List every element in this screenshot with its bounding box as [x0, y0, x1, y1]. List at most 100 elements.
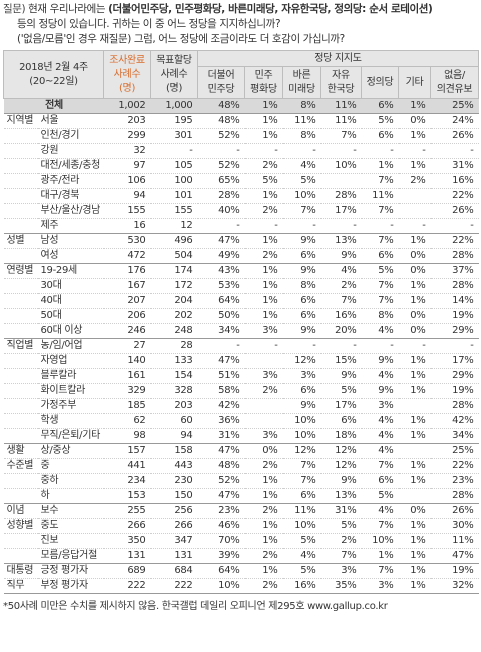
- support-value: 2%: [320, 278, 362, 294]
- support-value: 47%: [197, 443, 245, 459]
- party-header: 기타: [398, 66, 431, 99]
- support-value: 19%: [430, 308, 479, 324]
- row-label: 가정주부: [37, 398, 104, 414]
- support-value: 1%: [244, 488, 283, 504]
- target-count: 174: [150, 263, 198, 279]
- support-value: 42%: [430, 413, 479, 429]
- group-label: [3, 473, 38, 489]
- support-value: 10%: [282, 518, 321, 534]
- group-label: [3, 278, 38, 294]
- completed-sample-header: 조사완료 사례수 (명): [103, 50, 151, 99]
- support-value: 5%: [244, 173, 283, 189]
- footnote: *50사례 미만은 수치를 제시하지 않음. 한국갤럽 데일리 오피니언 제29…: [3, 601, 388, 612]
- support-value: 13%: [320, 488, 362, 504]
- support-value: 5%: [320, 518, 362, 534]
- completed-count: 153: [103, 488, 151, 504]
- question-line-2: 등의 정당이 있습니다. 귀하는 이 중 어느 정당을 지지하십니까?: [17, 18, 281, 30]
- support-value: 2%: [244, 503, 283, 519]
- support-value: 1%: [361, 548, 399, 564]
- support-value: 6%: [361, 98, 399, 114]
- completed-count: 27: [103, 338, 151, 354]
- support-value: 29%: [430, 323, 479, 339]
- completed-count: 472: [103, 248, 151, 264]
- support-value: 1%: [398, 98, 431, 114]
- support-value: 52%: [197, 128, 245, 144]
- support-value: 14%: [430, 293, 479, 309]
- support-value: 3%: [282, 368, 321, 384]
- support-value: 8%: [282, 98, 321, 114]
- group-label: [3, 428, 38, 444]
- group-label: 성별: [3, 233, 38, 249]
- group-label: 직무: [3, 578, 38, 594]
- row-label: 40대: [37, 293, 104, 309]
- support-value: 5%: [361, 263, 399, 279]
- support-value: 1%: [398, 368, 431, 384]
- row-label: 중: [37, 458, 104, 474]
- target-count: 230: [150, 473, 198, 489]
- support-value: 1%: [398, 518, 431, 534]
- support-value: 1%: [398, 458, 431, 474]
- support-value: [244, 353, 283, 369]
- support-value: 1%: [398, 413, 431, 429]
- table-row: 대구/경북 94 101 28% 1% 10% 28% 11% 22%: [3, 188, 479, 204]
- support-value: 50%: [197, 308, 245, 324]
- support-value: 0%: [398, 248, 431, 264]
- completed-count: 98: [103, 428, 151, 444]
- support-value: 7%: [361, 293, 399, 309]
- survey-period-header: 2018년 2월 4주 (20~22일): [3, 50, 104, 99]
- target-count: 12: [150, 218, 198, 234]
- support-value: 26%: [430, 503, 479, 519]
- support-value: 11%: [320, 113, 362, 129]
- target-count: 100: [150, 173, 198, 189]
- support-value: 16%: [320, 308, 362, 324]
- support-value: 43%: [197, 263, 245, 279]
- support-value: -: [361, 218, 399, 234]
- row-label: 남성: [37, 233, 104, 249]
- support-value: [398, 203, 431, 219]
- question-line-1: 질문) 현재 우리나라에는 (더불어민주당, 민주평화당, 바른미래당, 자유한…: [3, 2, 478, 17]
- group-label: [3, 143, 38, 159]
- support-value: 1%: [361, 158, 399, 174]
- support-value: -: [197, 143, 245, 159]
- support-value: 28%: [430, 278, 479, 294]
- support-value: 1%: [398, 278, 431, 294]
- completed-count: 255: [103, 503, 151, 519]
- support-value: 1%: [244, 518, 283, 534]
- completed-count: 1,002: [103, 98, 151, 114]
- support-value: 1%: [244, 98, 283, 114]
- support-value: 1%: [398, 428, 431, 444]
- support-value: 1%: [398, 578, 431, 594]
- target-count: 94: [150, 428, 198, 444]
- table-row: 직무 부정 평가자 222 222 10% 2% 16% 35% 3% 1% 32%: [3, 578, 479, 594]
- completed-count: 206: [103, 308, 151, 324]
- support-value: 16%: [282, 578, 321, 594]
- completed-count: 167: [103, 278, 151, 294]
- support-value: 6%: [282, 248, 321, 264]
- support-value: [398, 488, 431, 504]
- completed-count: 16: [103, 218, 151, 234]
- completed-count: 94: [103, 188, 151, 204]
- group-label: 대통령: [3, 563, 38, 579]
- party-header: 없음/의견유보: [430, 66, 479, 99]
- table-row: 무직/은퇴/기타 98 94 31% 3% 10% 18% 4% 1% 34%: [3, 428, 479, 444]
- support-value: 17%: [320, 203, 362, 219]
- table-row: 자영업 140 133 47% 12% 15% 9% 1% 17%: [3, 353, 479, 369]
- group-label: [3, 368, 38, 384]
- target-count: 101: [150, 188, 198, 204]
- support-value: 4%: [361, 413, 399, 429]
- group-label: 지역별: [3, 113, 38, 129]
- support-value: 9%: [361, 383, 399, 399]
- table-row: 광주/전라 106 100 65% 5% 5% 7% 2% 16%: [3, 173, 479, 189]
- support-value: 30%: [430, 518, 479, 534]
- support-value: 10%: [320, 158, 362, 174]
- support-value: 4%: [361, 503, 399, 519]
- table-row: 생활 상/중상 157 158 47% 0% 12% 12% 4% 25%: [3, 443, 479, 459]
- support-value: 1%: [398, 533, 431, 549]
- group-label: [3, 383, 38, 399]
- support-value: 12%: [282, 443, 321, 459]
- completed-count: 689: [103, 563, 151, 579]
- support-value: 1%: [398, 473, 431, 489]
- support-value: -: [398, 143, 431, 159]
- support-value: 1%: [244, 113, 283, 129]
- table-row: 여성 472 504 49% 2% 6% 9% 6% 0% 28%: [3, 248, 479, 264]
